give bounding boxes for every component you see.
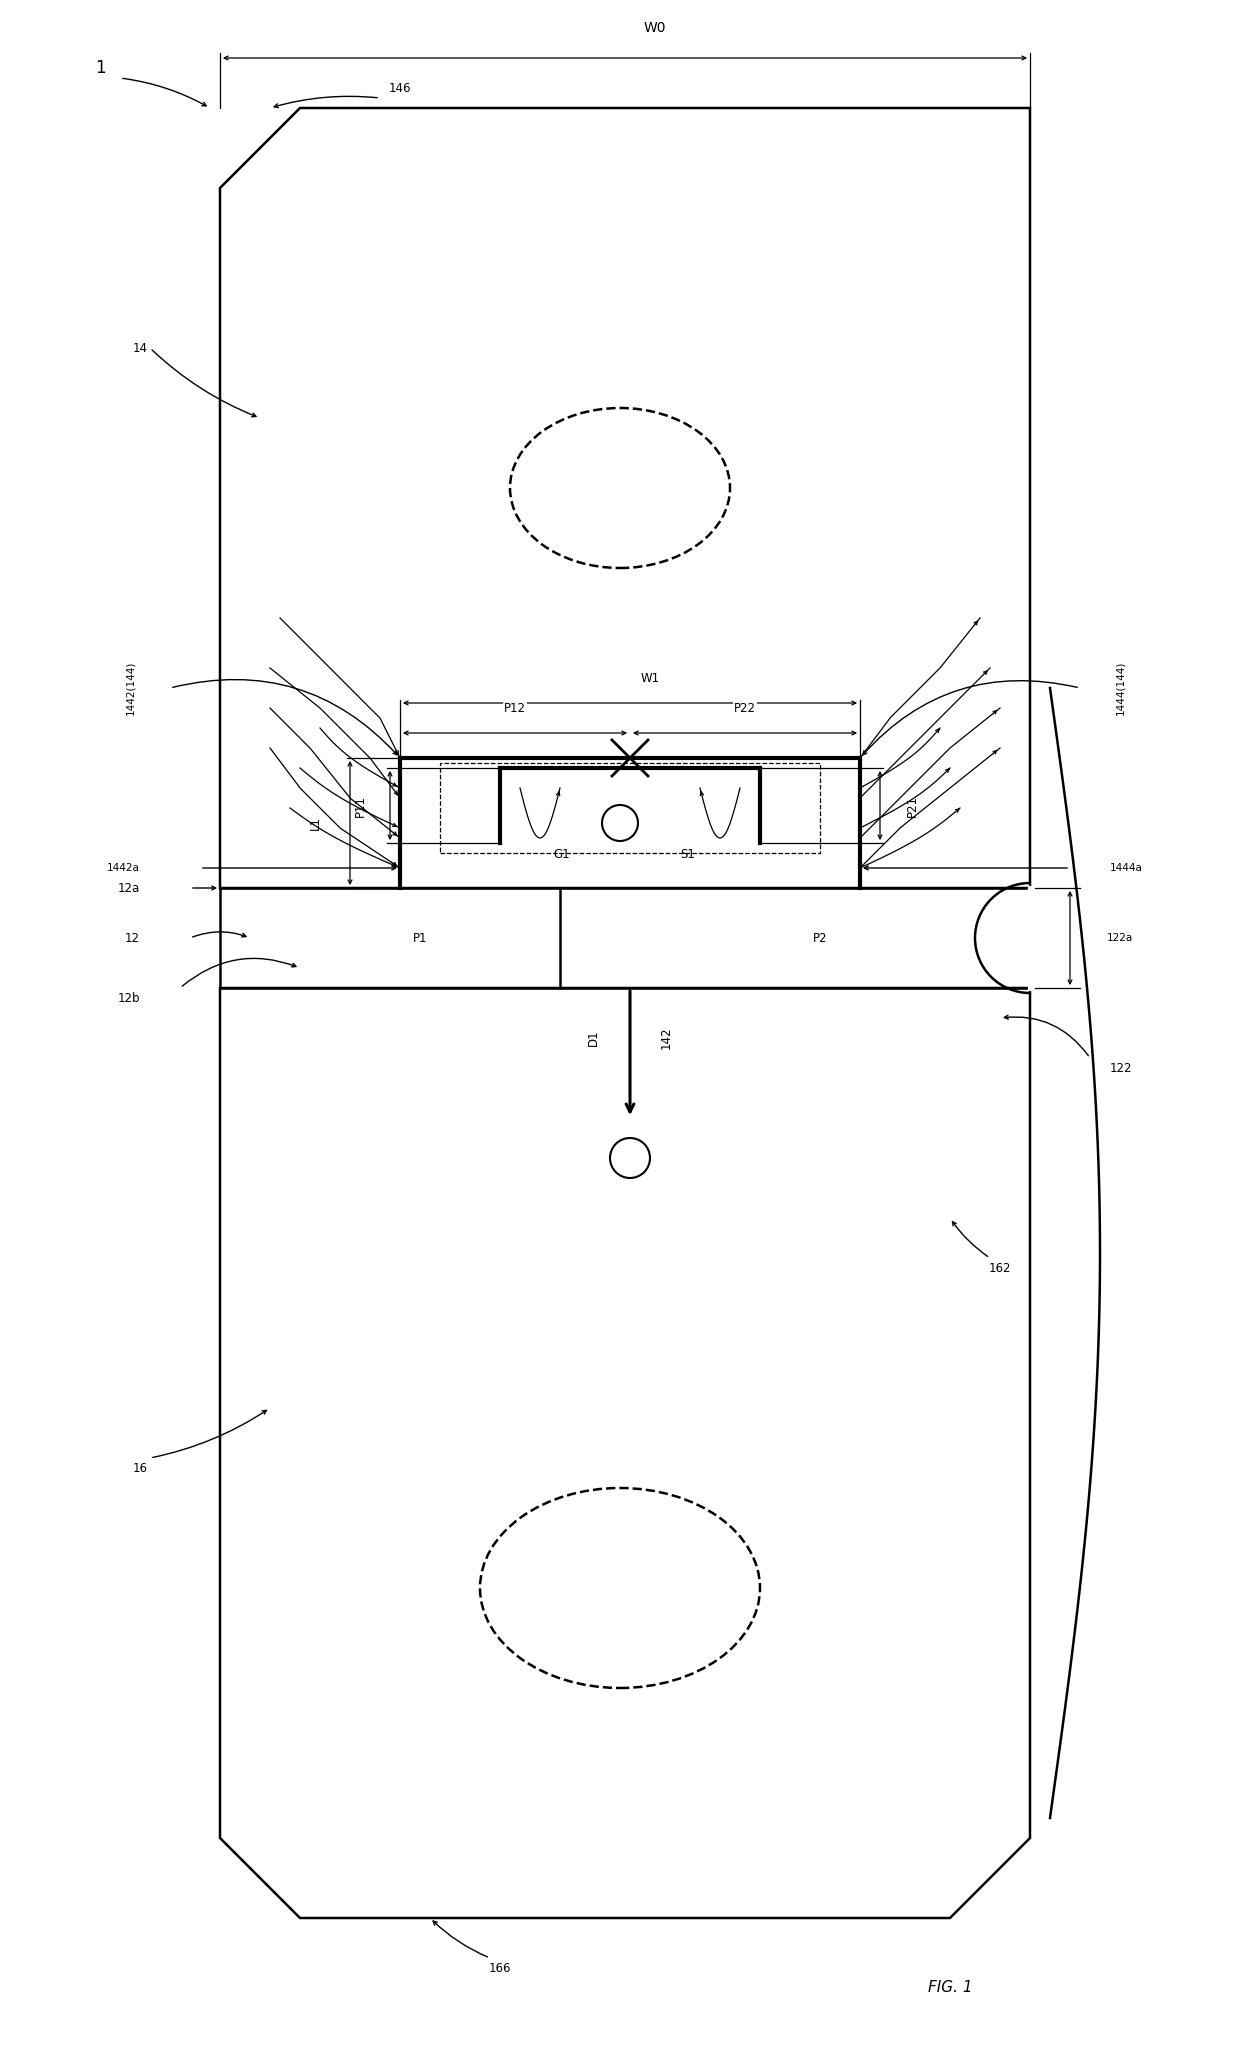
Text: P11: P11 xyxy=(353,794,367,817)
Text: 12a: 12a xyxy=(118,881,140,895)
Text: 162: 162 xyxy=(988,1261,1012,1274)
Text: 16: 16 xyxy=(133,1462,148,1474)
Text: 1444(144): 1444(144) xyxy=(1115,662,1125,716)
Text: 12: 12 xyxy=(125,931,140,945)
Text: 1442a: 1442a xyxy=(107,862,140,873)
Text: 146: 146 xyxy=(389,81,412,95)
Text: D1: D1 xyxy=(587,1030,600,1046)
Text: 1444a: 1444a xyxy=(1110,862,1143,873)
Text: FIG. 1: FIG. 1 xyxy=(928,1981,972,1996)
Text: 166: 166 xyxy=(489,1963,511,1975)
Text: 12b: 12b xyxy=(118,991,140,1005)
Text: P12: P12 xyxy=(503,701,526,716)
Text: L1: L1 xyxy=(309,817,321,829)
Text: 142: 142 xyxy=(660,1026,673,1048)
Text: 122a: 122a xyxy=(1107,933,1133,943)
Text: P2: P2 xyxy=(812,931,827,945)
Text: 1442(144): 1442(144) xyxy=(125,662,135,716)
Bar xyxy=(440,763,820,852)
Text: W1: W1 xyxy=(640,672,660,685)
Text: P1: P1 xyxy=(413,931,428,945)
Text: 1: 1 xyxy=(94,60,105,77)
Text: P22: P22 xyxy=(734,701,756,716)
Text: W0: W0 xyxy=(644,21,666,35)
Text: 122: 122 xyxy=(1110,1061,1132,1075)
Text: G1: G1 xyxy=(553,848,570,860)
Text: 14: 14 xyxy=(133,341,148,354)
Text: S1: S1 xyxy=(680,848,694,860)
Text: P21: P21 xyxy=(905,794,919,817)
